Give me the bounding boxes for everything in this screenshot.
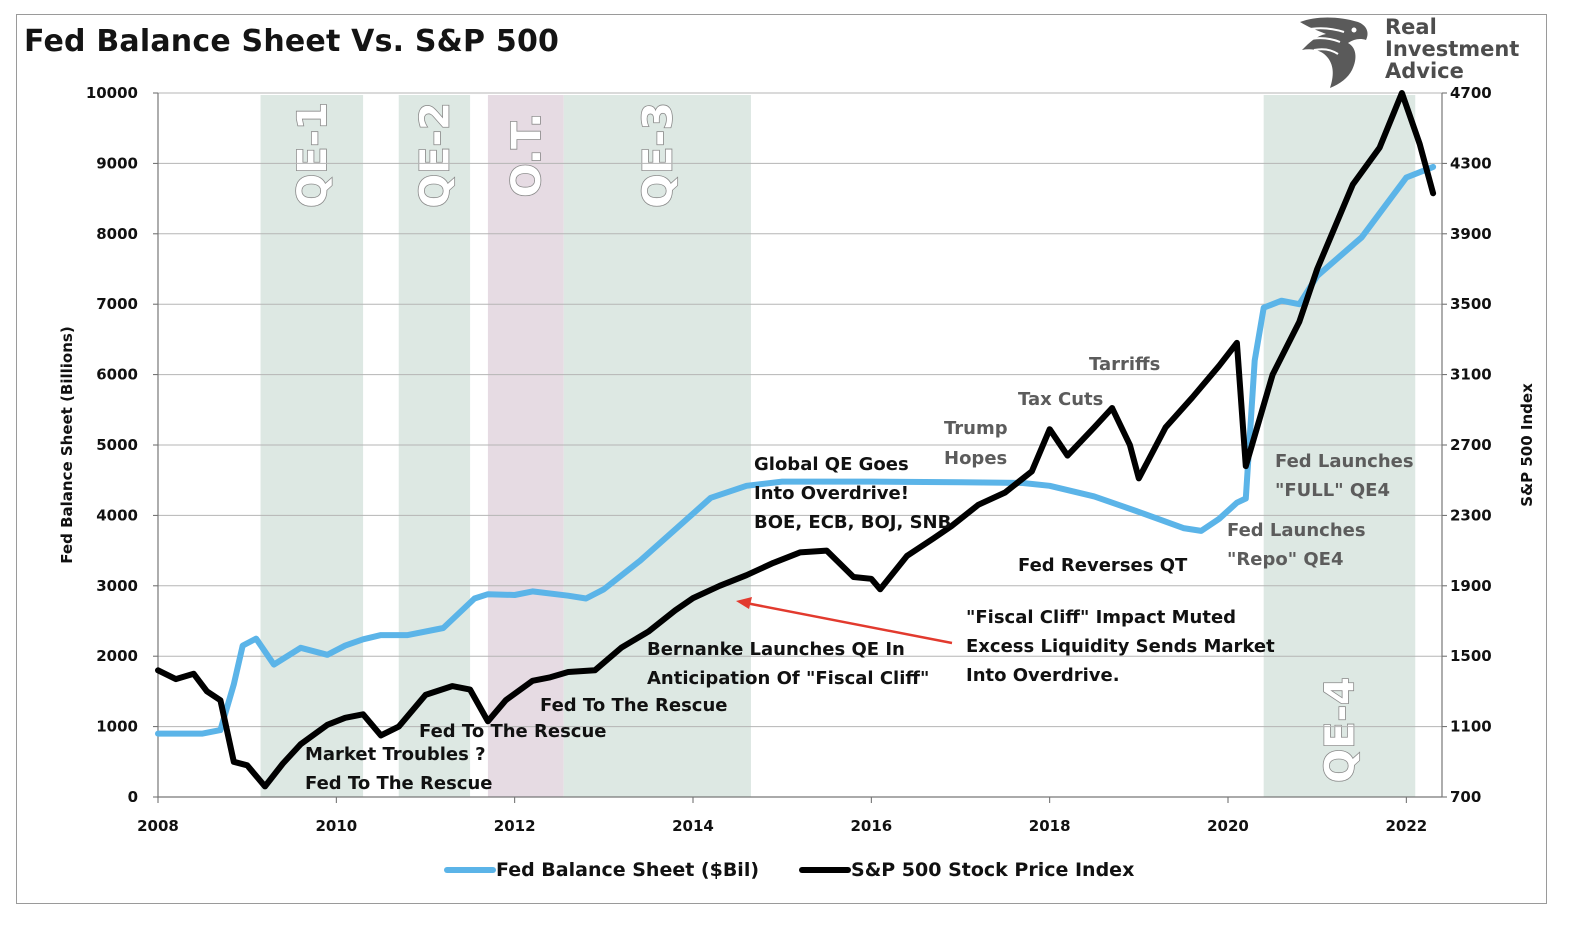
band-qe-3 (563, 95, 751, 797)
annotation-tariffs: Tarriffs (1089, 354, 1160, 375)
series-lines (155, 90, 1437, 790)
y-tick-right: 2300 (1450, 506, 1492, 524)
y-tick-left: 1000 (96, 718, 138, 736)
y-tick-left: 2000 (96, 647, 138, 665)
legend-item-balance-sheet: Fed Balance Sheet ($Bil) (444, 859, 759, 881)
y-tick-right: 3100 (1450, 366, 1492, 384)
y-tick-right: 1900 (1450, 577, 1492, 595)
legend-item-sp500: S&P 500 Stock Price Index (799, 859, 1134, 881)
x-tick: 2008 (137, 817, 179, 835)
brand-line: Real (1385, 15, 1437, 39)
series-line-sp500 (155, 90, 1437, 790)
x-tick: 2010 (315, 817, 357, 835)
y-tick-right: 3500 (1450, 295, 1492, 313)
y-tick-right: 4300 (1450, 154, 1492, 172)
legend-label: S&P 500 Stock Price Index (851, 859, 1135, 881)
band-qe-2 (398, 95, 471, 797)
x-tick: 2014 (672, 817, 714, 835)
chart-legend: Fed Balance Sheet ($Bil) S&P 500 Stock P… (444, 855, 1134, 885)
band-ot (487, 95, 564, 797)
annotation-repo-qe4: Fed Launches "Repo" QE4 (1227, 520, 1372, 570)
y-tick-right: 2700 (1450, 436, 1492, 454)
y-tick-left: 0 (128, 788, 138, 806)
y-tick-left: 9000 (96, 154, 138, 172)
annotation-trump-hopes: Trump Hopes (944, 418, 1014, 469)
y-tick-right: 1100 (1450, 718, 1492, 736)
axes: 0 1000 2000 3000 4000 5000 6000 7000 8000 9000 100… (58, 84, 1536, 835)
band-label: QE-3 (635, 102, 681, 208)
y-tick-left: 6000 (96, 366, 138, 384)
x-tick: 2020 (1207, 817, 1249, 835)
brand-logo (1296, 14, 1536, 90)
series-line-balance-sheet (155, 163, 1437, 737)
eagle-head-icon (1300, 17, 1368, 88)
y-tick-right: 1500 (1450, 647, 1492, 665)
x-tick: 2012 (494, 817, 536, 835)
x-tick: 2016 (850, 817, 892, 835)
y-tick-right: 700 (1450, 788, 1481, 806)
y-tick-left: 4000 (96, 506, 138, 524)
y-tick-right: 4700 (1450, 84, 1492, 102)
y-tick-left: 3000 (96, 577, 138, 595)
band-label: QE-4 (1317, 677, 1363, 783)
annotation-fed-reverses-qt: Fed Reverses QT (1018, 555, 1188, 576)
x-tick: 2022 (1385, 817, 1427, 835)
y-axis-title-right: S&P 500 Index (1518, 383, 1536, 507)
legend-swatch (444, 867, 496, 873)
annotation-market-troubles: Market Troubles ? Fed To The Rescue (305, 744, 493, 794)
chart-title: Fed Balance Sheet Vs. S&P 500 (24, 24, 560, 59)
y-tick-right: 3900 (1450, 225, 1492, 243)
annotation-bernanke: Bernanke Launches QE In Anticipation Of … (647, 639, 929, 689)
y-axis-title-left: Fed Balance Sheet (Billions) (58, 326, 76, 563)
x-tick: 2018 (1029, 817, 1071, 835)
annotation-fiscal-cliff: "Fiscal Cliff" Impact Muted Excess Liqui… (966, 607, 1281, 686)
annotation-rescue-2012: Fed To The Rescue (540, 695, 728, 716)
y-tick-left: 5000 (96, 436, 138, 454)
annotation-global-qe: Global QE Goes Into Overdrive! BOE, ECB,… (754, 454, 951, 533)
band-label: O.T. (504, 113, 550, 198)
y-tick-left: 8000 (96, 225, 138, 243)
brand-name: Real Investment Advice (1385, 16, 1519, 82)
annotation-rescue-2011: Fed To The Rescue (419, 721, 607, 742)
y-tick-left: 7000 (96, 295, 138, 313)
band-label: QE-2 (412, 102, 458, 208)
annotations: Market Troubles ? Fed To The Rescue Fed … (305, 354, 1420, 794)
annotation-full-qe4: Fed Launches "FULL" QE4 (1275, 451, 1420, 501)
annotation-arrow (736, 597, 953, 645)
band-qe-1 (260, 95, 364, 797)
brand-line: Advice (1385, 59, 1464, 83)
y-tick-left: 10000 (86, 84, 138, 102)
band-label: QE-1 (290, 102, 336, 208)
annotation-tax-cuts: Tax Cuts (1018, 389, 1103, 410)
legend-swatch (799, 867, 852, 873)
brand-line: Investment (1385, 37, 1520, 61)
legend-label: Fed Balance Sheet ($Bil) (496, 859, 760, 881)
